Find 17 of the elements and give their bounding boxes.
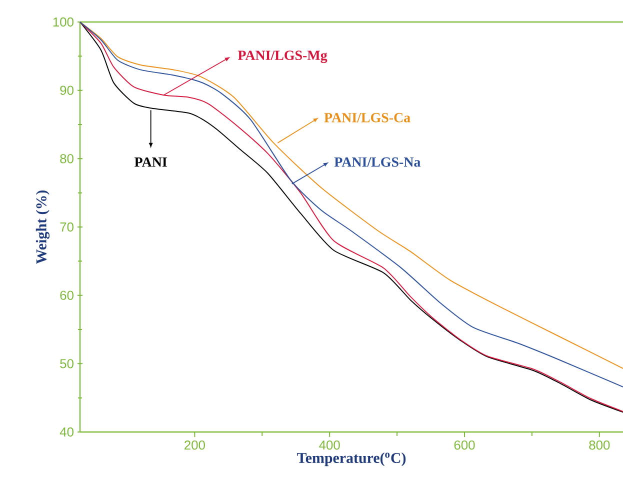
- x-tick-label: 800: [589, 440, 610, 450]
- legend-label: PANI/LGS-Ca: [324, 112, 410, 122]
- x-tick-label: 200: [184, 440, 205, 450]
- y-tick-label: 60: [60, 290, 74, 300]
- y-axis-title: Weight (%): [36, 190, 50, 264]
- y-tick-label: 40: [60, 427, 74, 437]
- text: PANI: [134, 157, 167, 167]
- x-tick-label: 400: [319, 440, 340, 450]
- y-tick-label: 80: [60, 154, 74, 164]
- legend-label: PANI/LGS-Mg: [238, 50, 328, 63]
- x-axis-title: Temperature($^{o}$C): [297, 452, 406, 466]
- y-tick-label: 70: [60, 222, 74, 232]
- y-tick-label: 100: [53, 17, 74, 27]
- y-tick-label: 90: [60, 86, 74, 95]
- legend-label: PANI/LGS-Na: [334, 157, 420, 167]
- x-tick-label: 600: [454, 440, 475, 450]
- y-tick-label: 50: [60, 359, 74, 368]
